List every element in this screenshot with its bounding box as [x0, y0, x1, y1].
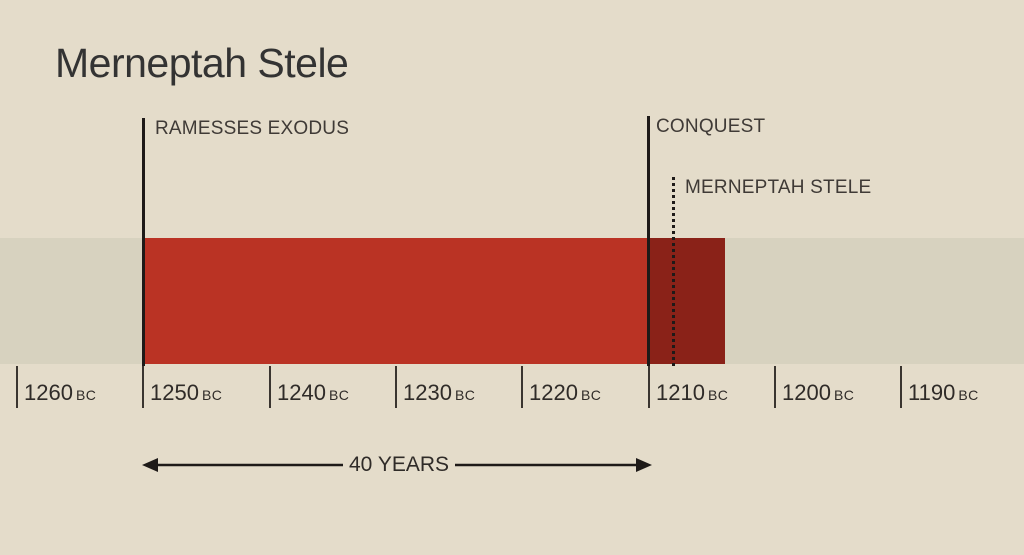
tick-era: BC [454, 387, 476, 403]
axis-tick-label: 1230 BC [403, 380, 475, 406]
axis-tick [269, 366, 271, 408]
axis-tick-label: 1220 BC [529, 380, 601, 406]
tick-year: 1210 [656, 380, 705, 405]
stele-label: MERNEPTAH STELE [685, 177, 872, 198]
axis-tick [142, 366, 144, 408]
tick-year: 1220 [529, 380, 578, 405]
tick-year: 1250 [150, 380, 199, 405]
axis-tick-label: 1200 BC [782, 380, 854, 406]
axis-tick-label: 1260 BC [24, 380, 96, 406]
conquest-marker-line [647, 116, 650, 366]
tick-era: BC [580, 387, 602, 403]
page-title: Merneptah Stele [55, 40, 349, 86]
tick-era: BC [707, 387, 729, 403]
stele-marker-line [672, 177, 675, 366]
tick-year: 1190 [908, 380, 956, 405]
exodus-period-bar [145, 238, 650, 364]
axis-tick-label: 1210 BC [656, 380, 728, 406]
axis-tick-label: 1190 BC [908, 380, 979, 406]
axis-tick [521, 366, 523, 408]
axis-tick [774, 366, 776, 408]
tick-year: 1230 [403, 380, 452, 405]
tick-year: 1240 [277, 380, 326, 405]
axis-tick [648, 366, 650, 408]
span-label: 40 YEARS [343, 453, 456, 477]
tick-era: BC [75, 387, 97, 403]
conquest-period-bar [650, 238, 725, 364]
tick-era: BC [958, 387, 979, 403]
axis-tick-label: 1240 BC [277, 380, 349, 406]
axis-tick [900, 366, 902, 408]
axis-tick [16, 366, 18, 408]
tick-era: BC [833, 387, 855, 403]
exodus-marker-line [142, 118, 145, 366]
axis-tick-label: 1250 BC [150, 380, 222, 406]
tick-year: 1200 [782, 380, 831, 405]
axis-tick [395, 366, 397, 408]
tick-era: BC [201, 387, 223, 403]
tick-year: 1260 [24, 380, 73, 405]
tick-era: BC [328, 387, 350, 403]
exodus-label: RAMESSES EXODUS [155, 118, 350, 139]
conquest-label: CONQUEST [656, 116, 766, 137]
